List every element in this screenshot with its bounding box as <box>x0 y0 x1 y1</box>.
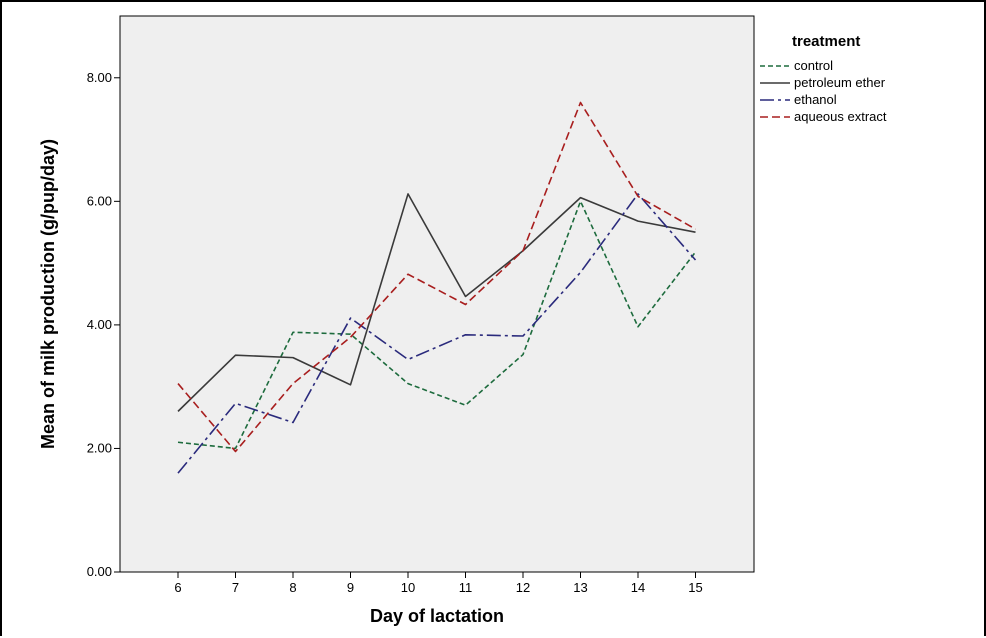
x-tick-label: 12 <box>516 580 530 595</box>
series-line-control <box>177 200 697 450</box>
series-line-ethanol <box>177 193 697 474</box>
x-tick-label: 10 <box>401 580 415 595</box>
series-line-aqueous-extract <box>177 101 696 453</box>
x-tick-label: 13 <box>573 580 587 595</box>
y-tick-label: 2.00 <box>87 440 112 455</box>
x-tick-label: 7 <box>232 580 239 595</box>
plot-area <box>119 15 755 573</box>
x-tick-label: 6 <box>174 580 181 595</box>
y-tick-label: 4.00 <box>87 317 112 332</box>
x-axis-title: Day of lactation <box>370 606 504 626</box>
x-tick-label: 9 <box>347 580 354 595</box>
x-tick-label: 8 <box>289 580 296 595</box>
series-layer <box>177 101 697 474</box>
legend-label: control <box>794 58 833 73</box>
series-line-petroleum-ether <box>177 193 696 412</box>
legend-label: aqueous extract <box>794 109 887 124</box>
y-axis-title: Mean of milk production (g/pup/day) <box>38 139 58 449</box>
legend-label: petroleum ether <box>794 75 886 90</box>
y-tick-label: 8.00 <box>87 70 112 85</box>
x-axis: 6 7 8 9 10 11 12 13 14 15 <box>174 572 703 595</box>
legend-title: treatment <box>792 33 860 50</box>
legend: treatment control petroleum ether ethanol a… <box>760 33 887 124</box>
y-tick-label: 0.00 <box>87 564 112 579</box>
x-tick-label: 14 <box>631 580 645 595</box>
x-tick-label: 11 <box>459 580 473 595</box>
y-axis: 0.00 2.00 4.00 6.00 8.00 <box>87 70 120 579</box>
legend-label: ethanol <box>794 92 837 107</box>
y-tick-label: 6.00 <box>87 193 112 208</box>
x-tick-label: 15 <box>688 580 702 595</box>
